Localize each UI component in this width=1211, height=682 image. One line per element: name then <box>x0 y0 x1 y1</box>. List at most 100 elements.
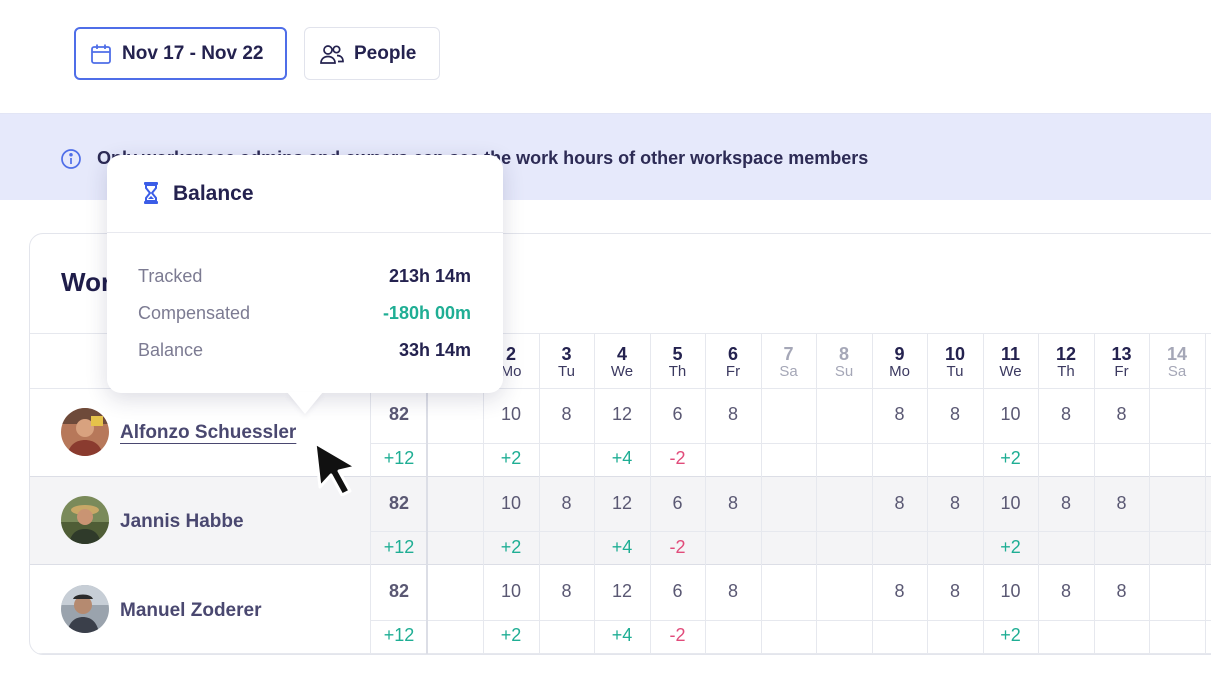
person-name[interactable]: Jannis Habbe <box>120 511 244 532</box>
day-number: 13 <box>1111 344 1132 364</box>
hours-cell[interactable]: 6 <box>672 493 683 513</box>
day-header: 7 Sa <box>761 344 816 380</box>
tracked-label: Tracked <box>138 266 203 286</box>
total-hours: 82 <box>388 404 410 424</box>
diff-cell: +4 <box>611 537 633 557</box>
hours-cell[interactable]: 6 <box>672 404 683 424</box>
avatar <box>61 408 109 456</box>
compensated-value: -180h 00m <box>382 303 471 323</box>
day-name: Tu <box>558 363 575 380</box>
day-number: 4 <box>616 344 627 364</box>
total-diff: +12 <box>383 625 415 645</box>
total-diff: +12 <box>383 448 415 468</box>
people-filter-label: People <box>354 42 417 64</box>
day-number: 5 <box>672 344 683 364</box>
info-icon <box>61 149 81 169</box>
diff-cell: -2 <box>669 448 686 468</box>
hours-cell[interactable]: 8 <box>894 581 905 601</box>
day-name: Su <box>834 363 854 380</box>
hours-cell[interactable]: 8 <box>561 581 572 601</box>
hours-cell[interactable]: 8 <box>1060 404 1071 424</box>
hours-cell[interactable]: 8 <box>1060 581 1071 601</box>
hours-cell[interactable]: 8 <box>727 404 738 424</box>
hourglass-icon <box>144 182 158 204</box>
tracked-value: 213h 14m <box>388 266 471 286</box>
day-number: 14 <box>1166 344 1188 364</box>
day-header: 3 Tu <box>539 344 594 380</box>
hours-cell[interactable]: 12 <box>611 581 633 601</box>
hours-cell[interactable]: 8 <box>727 581 738 601</box>
avatar <box>61 496 109 544</box>
date-range-label: Nov 17 - Nov 22 <box>122 42 264 64</box>
diff-cell: +2 <box>1000 448 1021 468</box>
hours-cell[interactable]: 10 <box>500 493 522 513</box>
person-name[interactable]: Manuel Zoderer <box>120 600 262 621</box>
day-header: 5 Th <box>650 344 705 380</box>
day-name: Mo <box>889 363 910 380</box>
diff-cell: -2 <box>669 625 686 645</box>
hours-cell[interactable]: 8 <box>1060 493 1071 513</box>
hours-cell[interactable]: 10 <box>1000 581 1021 601</box>
day-header: 14 Sa <box>1150 344 1205 380</box>
hours-cell[interactable]: 8 <box>561 493 572 513</box>
day-header: 10 Tu <box>928 344 983 380</box>
day-number: 8 <box>838 344 849 364</box>
hours-cell[interactable]: 10 <box>500 581 522 601</box>
hours-cell[interactable]: 6 <box>672 581 683 601</box>
date-range-button[interactable]: Nov 17 - Nov 22 <box>74 27 287 80</box>
balance-popover: Balance Tracked 213h 14m Compensated -18… <box>107 155 503 393</box>
calendar-icon <box>91 44 111 64</box>
diff-cell: +4 <box>611 448 633 468</box>
total-diff: +12 <box>383 537 415 557</box>
hours-cell[interactable]: 8 <box>727 493 738 513</box>
diff-cell: +2 <box>500 448 522 468</box>
popover-arrow <box>287 392 323 414</box>
day-name: Sa <box>1167 363 1187 380</box>
day-number: 2 <box>505 344 516 364</box>
day-header: 13 Fr <box>1094 344 1149 380</box>
balance-label: Balance <box>138 340 204 360</box>
day-header: 6 Fr <box>706 344 761 380</box>
avatar <box>61 585 109 633</box>
day-name: Th <box>1057 363 1075 380</box>
person-name-link[interactable]: Alfonzo Schuessler <box>120 422 297 443</box>
hours-cell[interactable]: 8 <box>561 404 572 424</box>
day-number: 9 <box>894 344 905 364</box>
hours-cell[interactable]: 8 <box>894 404 905 424</box>
hours-cell[interactable]: 8 <box>1116 581 1127 601</box>
divider <box>107 232 503 233</box>
day-number: 3 <box>561 344 572 364</box>
day-header: 2 Mo <box>484 344 539 380</box>
day-name: Mo <box>500 363 522 380</box>
hours-cell[interactable]: 8 <box>949 581 960 601</box>
hours-cell[interactable]: 10 <box>1000 493 1021 513</box>
hours-cell[interactable]: 8 <box>1116 404 1127 424</box>
hours-cell[interactable]: 12 <box>611 493 633 513</box>
hours-cell[interactable]: 8 <box>1116 493 1127 513</box>
day-header: 12 Th <box>1039 344 1094 380</box>
diff-cell: +2 <box>500 537 522 557</box>
day-header: 9 Mo <box>872 344 927 380</box>
hours-cell[interactable]: 8 <box>949 493 960 513</box>
day-number: 6 <box>727 344 738 364</box>
total-hours: 82 <box>388 493 410 513</box>
people-filter-button[interactable]: People <box>304 27 440 80</box>
hours-cell[interactable]: 10 <box>1000 404 1021 424</box>
total-hours: 82 <box>388 581 410 601</box>
diff-cell: +2 <box>1000 625 1021 645</box>
day-name: Sa <box>779 363 798 380</box>
hours-cell[interactable]: 8 <box>894 493 905 513</box>
diff-cell: +2 <box>1000 537 1021 557</box>
diff-cell: -2 <box>669 537 686 557</box>
day-name: We <box>610 363 634 380</box>
popover-title: Balance <box>173 182 254 205</box>
day-name: Fr <box>1114 363 1129 380</box>
day-number: 12 <box>1055 344 1077 364</box>
hours-cell[interactable]: 8 <box>949 404 960 424</box>
hours-cell[interactable]: 10 <box>500 404 522 424</box>
hours-cell[interactable]: 12 <box>611 404 633 424</box>
day-number: 10 <box>944 344 966 364</box>
day-header: 11 We <box>983 344 1038 380</box>
day-name: Fr <box>725 363 741 380</box>
day-header: 4 We <box>595 344 650 380</box>
